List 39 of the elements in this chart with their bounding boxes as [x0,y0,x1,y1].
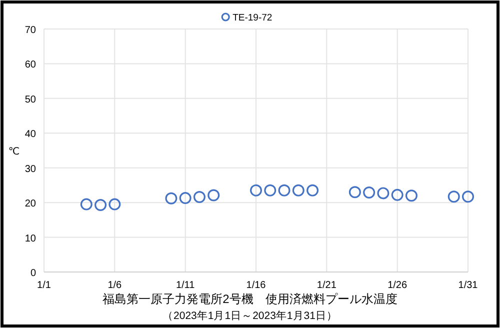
point [278,184,290,196]
point [250,184,262,196]
legend: TE-19-72 [221,12,272,24]
y-tick-label: 70 [24,25,36,36]
point [165,192,178,204]
point [448,190,460,203]
y-tick-label: 0 [30,268,36,279]
legend-label: TE-19-72 [232,12,272,24]
point [391,188,404,201]
y-axis-title: ℃ [8,146,20,158]
point [94,199,107,211]
point [306,184,319,196]
y-tick-label: 50 [24,94,36,106]
text: （2023年1月1日～2023年1月31日） [162,310,338,322]
x-tick-label: 1/11 [176,280,196,291]
point [462,190,474,203]
y-tick-label: 40 [24,129,36,140]
point [80,198,92,210]
text: 福島第一原子力発電所2号機 使用済燃料プール水温度 [102,292,398,306]
point [264,184,276,196]
point [179,192,192,204]
point [193,191,206,204]
y-tick-label: 60 [24,60,36,71]
y-tick-label: 30 [24,164,36,175]
x-tick-label: 1/21 [316,280,337,291]
y-tick-label: 20 [24,198,36,210]
point [405,190,418,202]
y-tick-label: 10 [24,233,36,244]
x-tick-label: 1/6 [108,280,122,291]
x-tick-label: 1/26 [388,280,408,291]
point [292,184,304,196]
point [363,186,376,199]
x-tick-label: 1/16 [246,280,266,291]
x-tick-label: 1/31 [458,280,478,291]
x-tick-label: 1/1 [37,280,52,291]
point [108,198,121,210]
point [348,186,361,198]
point [208,189,220,202]
point [377,187,390,200]
